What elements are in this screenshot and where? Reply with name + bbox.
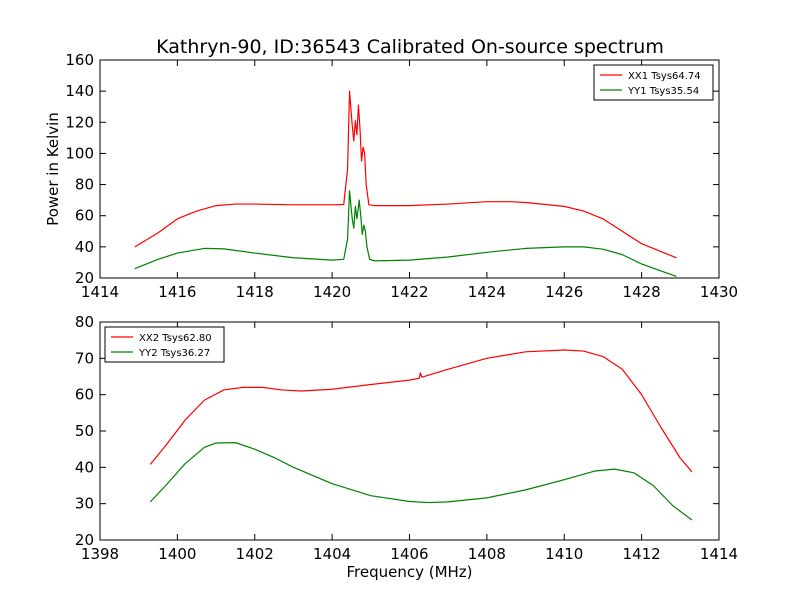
x-tick-label: 1414 <box>81 283 119 301</box>
legend: XX1 Tsys64.74 YY1 Tsys35.54 <box>593 64 714 101</box>
bottom-subplot: 1398 1400 1402 1404 1406 1408 1410 1412 1414 20 30… <box>75 313 738 581</box>
series-line-xx <box>149 349 693 473</box>
y-tick-label: 60 <box>75 207 94 225</box>
y-tick-label: 140 <box>65 82 94 100</box>
x-tick-label: 1408 <box>468 545 506 563</box>
x-tick-label: 1412 <box>623 545 661 563</box>
x-tick-label: 1418 <box>236 283 274 301</box>
x-tick-label: 1406 <box>390 545 428 563</box>
legend: XX2 Tsys62.80 YY2 Tsys36.27 <box>104 326 225 363</box>
chart-title: Kathryn-90, ID:36543 Calibrated On-sourc… <box>156 36 664 58</box>
x-tick-label: 1398 <box>81 545 119 563</box>
x-tick-label: 1400 <box>158 545 196 563</box>
legend-entry-label: XX1 Tsys64.74 <box>628 71 701 82</box>
legend-entry-label: XX2 Tsys62.80 <box>139 333 212 344</box>
y-tick-label: 60 <box>75 386 94 404</box>
top-subplot: 1414 1416 1418 1420 1422 1424 1426 1428 1430 20 40… <box>44 51 738 301</box>
x-tick-label: 1420 <box>313 283 351 301</box>
legend-box <box>593 64 714 101</box>
series-line-yy <box>149 442 693 521</box>
series-line-yy <box>134 190 677 278</box>
x-tick-label: 1416 <box>158 283 196 301</box>
y-tick-label: 20 <box>75 269 94 287</box>
y-tick-label: 30 <box>75 495 94 513</box>
y-axis-label: Power in Kelvin <box>44 112 62 226</box>
x-tick-label: 1402 <box>236 545 274 563</box>
x-tick-label: 1410 <box>545 545 583 563</box>
x-tick-label: 1424 <box>468 283 506 301</box>
legend-box <box>104 326 225 363</box>
x-tick-label: 1426 <box>545 283 583 301</box>
x-axis-label: Frequency (MHz) <box>346 563 472 581</box>
x-tick-label: 1428 <box>623 283 661 301</box>
y-tick-label: 80 <box>75 176 94 194</box>
legend-entry-label: YY2 Tsys36.27 <box>138 348 210 359</box>
y-tick-label: 40 <box>75 458 94 476</box>
x-tick-label: 1404 <box>313 545 351 563</box>
y-tick-label: 40 <box>75 238 94 256</box>
series-line-xx <box>134 90 677 259</box>
y-tick-label: 120 <box>65 113 94 131</box>
y-tick-label: 20 <box>75 531 94 549</box>
y-tick-label: 160 <box>65 51 94 69</box>
y-tick-label: 70 <box>75 349 94 367</box>
x-tick-label: 1430 <box>700 283 738 301</box>
legend-entry-label: YY1 Tsys35.54 <box>627 86 699 97</box>
y-tick-label: 80 <box>75 313 94 331</box>
y-tick-label: 100 <box>65 144 94 162</box>
x-tick-label: 1414 <box>700 545 738 563</box>
x-tick-label: 1422 <box>390 283 428 301</box>
y-tick-label: 50 <box>75 422 94 440</box>
